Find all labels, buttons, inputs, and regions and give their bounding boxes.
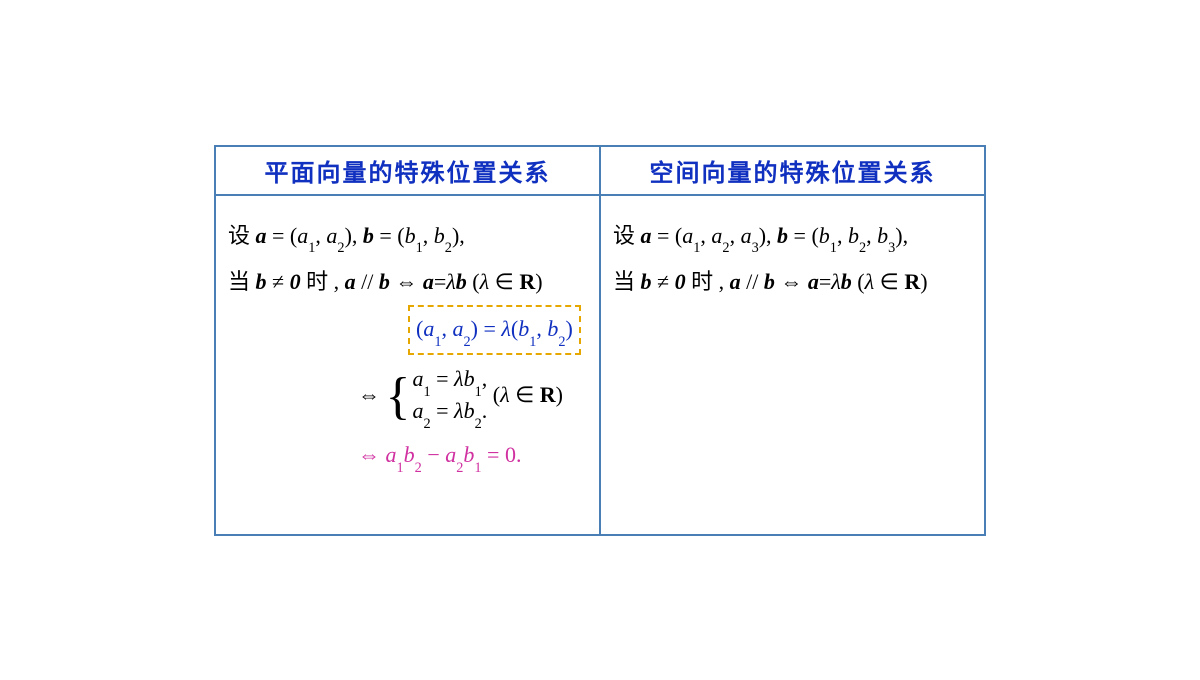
highlight-box: (a1, a2) = λ(b1, b2) — [408, 305, 581, 355]
right-set-prefix: 设 — [613, 223, 635, 248]
left-tuple-expand: (a1, a2) = λ(b1, b2) — [228, 305, 587, 355]
left-cond-prefix: 当 — [228, 269, 250, 294]
body-right: 设 a = (a1, a2, a3), b = (b1, b2, b3), 当 … — [600, 195, 985, 535]
body-left: 设 a = (a1, a2), b = (b1, b2), 当 b ≠ 0 时 … — [215, 195, 600, 535]
header-row: 平面向量的特殊位置关系 空间向量的特殊位置关系 — [215, 146, 985, 195]
right-cond-mid: 时 — [691, 269, 713, 294]
right-define-line: 设 a = (a1, a2, a3), b = (b1, b2, b3), — [613, 216, 972, 258]
body-row: 设 a = (a1, a2), b = (b1, b2), 当 b ≠ 0 时 … — [215, 195, 985, 535]
left-set-prefix: 设 — [228, 223, 250, 248]
right-condition-line: 当 b ≠ 0 时 , a // b ⇔ a=λb (λ ∈ R) — [613, 262, 972, 302]
left-system-line: ⇔ { a1 = λb1, a2 = λb2. (λ ∈ R) — [228, 365, 587, 429]
header-right: 空间向量的特殊位置关系 — [600, 146, 985, 195]
right-cond-prefix: 当 — [613, 269, 635, 294]
left-define-line: 设 a = (a1, a2), b = (b1, b2), — [228, 216, 587, 258]
comparison-table: 平面向量的特殊位置关系 空间向量的特殊位置关系 设 a = (a1, a2), … — [214, 145, 986, 536]
left-cross-zero: ⇔ a1b2 − a2b1 = 0. — [228, 435, 587, 477]
left-cond-mid: 时 — [306, 269, 328, 294]
header-left: 平面向量的特殊位置关系 — [215, 146, 600, 195]
left-condition-line: 当 b ≠ 0 时 , a // b ⇔ a=λb (λ ∈ R) — [228, 262, 587, 302]
